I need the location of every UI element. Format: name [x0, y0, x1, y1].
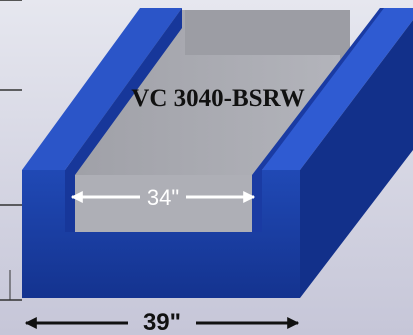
channel-inner-front: [65, 175, 262, 232]
right-wall-side: [300, 20, 413, 298]
outer-width-label: 39": [143, 309, 181, 335]
left-wall-inner: [65, 8, 182, 232]
channel-front-face: [22, 170, 300, 298]
inner-width-label: 34": [147, 185, 179, 210]
right-wall-top: [262, 8, 413, 170]
model-label: VC 3040-BSRW: [131, 85, 304, 112]
table-edge-lines: [0, 0, 22, 301]
outer-width-dimension: 39": [24, 309, 300, 335]
inner-width-dimension: 34": [70, 185, 256, 210]
channel-body: [22, 8, 413, 298]
left-wall-top: [22, 8, 182, 170]
